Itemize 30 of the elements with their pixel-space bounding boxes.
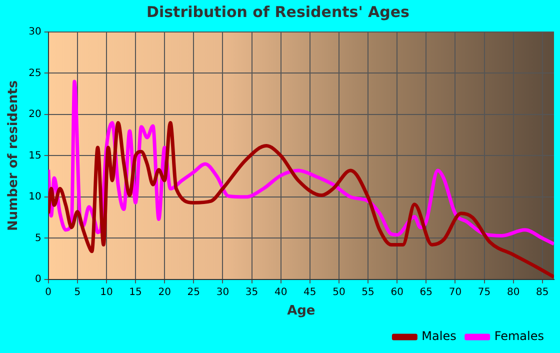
x-tick-label: 75	[478, 286, 491, 298]
x-tick-label: 25	[187, 286, 200, 298]
x-tick-label: 55	[362, 286, 374, 298]
y-tick-label: 25	[28, 68, 42, 79]
y-tick-label: 10	[28, 192, 42, 203]
x-tick-label: 5	[74, 286, 81, 298]
x-tick-label: 45	[304, 286, 316, 298]
x-tick-label: 10	[100, 286, 113, 298]
x-tick-label: 35	[245, 286, 258, 298]
y-tick-label: 20	[28, 109, 42, 120]
chart-title: Distribution of Residents' Ages	[146, 2, 410, 21]
x-tick-label: 85	[536, 286, 549, 298]
x-tick-label: 60	[390, 286, 404, 298]
y-tick-label: 15	[28, 150, 42, 162]
x-tick-label: 20	[158, 286, 171, 298]
x-tick-label: 30	[216, 286, 230, 298]
x-axis-title: Age	[287, 304, 316, 319]
y-tick-label: 30	[28, 26, 42, 38]
legend-label: Males	[422, 329, 456, 344]
x-tick-label: 80	[506, 286, 520, 298]
x-tick-label: 65	[420, 286, 432, 298]
x-tick-label: 50	[332, 286, 346, 298]
x-tick-label: 40	[274, 286, 288, 298]
x-tick-label: 0	[45, 286, 52, 298]
x-tick-label: 70	[448, 286, 462, 298]
y-axis-title: Number of residents	[6, 80, 22, 232]
legend-label: Females	[494, 329, 544, 344]
y-tick-label: 0	[34, 274, 42, 285]
y-tick-label: 5	[34, 232, 42, 244]
x-tick-label: 15	[129, 286, 142, 298]
